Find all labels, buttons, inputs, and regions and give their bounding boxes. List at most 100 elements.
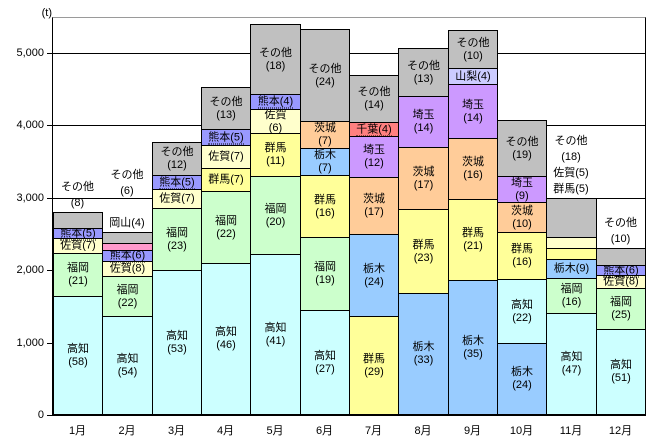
- segment-label: 茨城 (17): [350, 193, 398, 219]
- segment-label-value: (27): [315, 362, 335, 375]
- segment-label: 佐賀 (6): [251, 109, 300, 135]
- segment-label-value: (24): [364, 275, 384, 288]
- y-axis-unit-label: (t): [41, 7, 52, 19]
- y-axis-tick-mark: [47, 415, 52, 416]
- segment-label: 佐賀(7): [153, 193, 201, 206]
- segment-label-value: (11): [266, 155, 285, 167]
- segment-label: その他 (13): [399, 60, 448, 86]
- segment-label: 埼玉 (12): [350, 144, 398, 170]
- bar-segment-その他: その他 (24): [300, 29, 350, 122]
- segment-label: 埼玉 (14): [449, 99, 497, 125]
- segment-label: 山梨(4): [449, 70, 497, 83]
- segment-label-value: (13): [216, 108, 236, 121]
- segment-label-name: 高知: [610, 359, 632, 371]
- segment-label-text: 熊本(6): [109, 249, 146, 263]
- bar-segment-熊本: 熊本(4): [250, 94, 301, 110]
- bar-segment-その他: その他 (14): [349, 75, 399, 123]
- segment-label-name: 福岡: [166, 226, 188, 239]
- segment-label-name: 群馬: [264, 142, 287, 154]
- segment-label: 千葉(4): [350, 123, 398, 136]
- segment-label-text: 熊本(6): [603, 264, 639, 277]
- segment-label-value: (10): [463, 49, 483, 62]
- y-axis-tick-label: 0: [37, 409, 44, 421]
- segment-label-value: (16): [561, 296, 582, 308]
- bar-segment-群馬: 群馬 (21): [448, 199, 498, 281]
- bar-segment-栃木: 栃木 (7): [300, 148, 350, 176]
- segment-label-name: 福岡: [264, 202, 287, 215]
- segment-label: 群馬 (11): [251, 142, 300, 168]
- segment-label: 群馬 (21): [449, 227, 497, 253]
- segment-label-value: (20): [265, 215, 286, 228]
- segment-label-name: 埼玉: [412, 109, 435, 121]
- segment-label: 高知 (46): [202, 326, 250, 352]
- segment-label: 熊本(6): [597, 264, 645, 277]
- bar-segment-熊本: 熊本(5): [201, 129, 251, 146]
- bar-segment-福岡: 福岡 (19): [300, 237, 350, 311]
- segment-label: その他 (14): [350, 86, 398, 112]
- segment-label: 高知 (27): [301, 350, 349, 376]
- bar-segment-福岡: 福岡 (22): [201, 191, 251, 264]
- segment-label-value: (22): [117, 296, 138, 309]
- segment-label-value: (16): [315, 206, 335, 219]
- y-axis-tick-mark: [47, 53, 52, 54]
- segment-label: 佐賀(8): [597, 276, 645, 289]
- callout-label: その他: [604, 217, 637, 229]
- x-axis-month-label: 5月: [266, 425, 284, 437]
- segment-label: その他 (19): [498, 136, 546, 162]
- bar-segment-福岡: 福岡 (25): [596, 288, 646, 330]
- segment-label-name: 高知: [215, 326, 237, 338]
- segment-label: 栃木 (24): [498, 366, 546, 392]
- segment-label-text: 山梨(4): [455, 70, 491, 82]
- bar-segment-群馬: 群馬 (29): [349, 316, 399, 415]
- x-axis-month-label: 12月: [608, 425, 633, 437]
- y-axis-tick-label: 5,000: [16, 47, 44, 59]
- bar-segment-茨城: 茨城 (17): [398, 147, 449, 210]
- segment-label-name: 福岡: [67, 262, 89, 274]
- segment-label-text: 佐賀(8): [603, 275, 639, 288]
- x-axis-month-label: 6月: [315, 425, 334, 437]
- segment-label-name: 栃木: [314, 149, 336, 161]
- segment-label-value: (10): [512, 217, 532, 230]
- bar-segment-その他: その他 (13): [398, 48, 449, 97]
- segment-label-name: 福岡: [560, 283, 583, 295]
- bar-segment-高知: 高知 (47): [546, 313, 597, 415]
- segment-label-text: 佐賀(8): [109, 262, 146, 275]
- segment-label: 群馬 (23): [399, 239, 448, 265]
- segment-label: 高知 (58): [54, 343, 102, 369]
- callout-label: (6): [120, 185, 134, 197]
- bar-segment-岡山: [102, 243, 153, 251]
- bar-segment-熊本: 熊本(6): [102, 249, 153, 263]
- bar-segment-栃木: 栃木(9): [546, 259, 597, 279]
- segment-label-value: (33): [413, 354, 434, 366]
- segment-label: 福岡 (23): [153, 227, 201, 253]
- segment-label: 熊本(4): [251, 95, 300, 109]
- segment-label: 茨城 (16): [449, 156, 497, 182]
- segment-label: 福岡 (19): [301, 261, 349, 287]
- bar-segment-群馬: 群馬 (16): [300, 175, 350, 238]
- segment-label: 高知 (53): [153, 330, 201, 356]
- segment-label-value: (21): [68, 275, 88, 287]
- y-axis-tick-mark: [47, 125, 52, 126]
- segment-label-value: (21): [463, 240, 483, 252]
- segment-label-value: (35): [463, 347, 483, 360]
- segment-label-name: その他: [209, 95, 243, 108]
- y-axis-tick-label: 2,000: [16, 264, 44, 276]
- segment-label-name: 埼玉: [363, 144, 385, 156]
- callout-label: その他: [554, 135, 588, 147]
- bar-segment-茨城: 茨城 (17): [349, 177, 399, 235]
- segment-label-value: (17): [364, 206, 384, 218]
- x-axis-month-label: 3月: [167, 425, 186, 437]
- bar-segment-佐賀: 佐賀(7): [201, 145, 251, 169]
- segment-label-text: 熊本(5): [159, 176, 195, 189]
- segment-label: 福岡 (25): [597, 296, 645, 322]
- bar-segment-佐賀: 佐賀 (6): [250, 109, 301, 134]
- segment-label: 栃木(9): [547, 263, 596, 276]
- segment-label-name: 茨城: [363, 193, 385, 205]
- segment-label-value: (7): [318, 162, 332, 174]
- segment-label-text: 熊本(5): [60, 227, 96, 240]
- segment-label-value: (19): [512, 148, 532, 161]
- segment-label-value: (24): [512, 379, 532, 391]
- segment-label-text: 佐賀(7): [208, 150, 244, 163]
- segment-label-name: 高知: [264, 321, 287, 334]
- bar-segment-埼玉: 埼玉 (14): [398, 96, 449, 148]
